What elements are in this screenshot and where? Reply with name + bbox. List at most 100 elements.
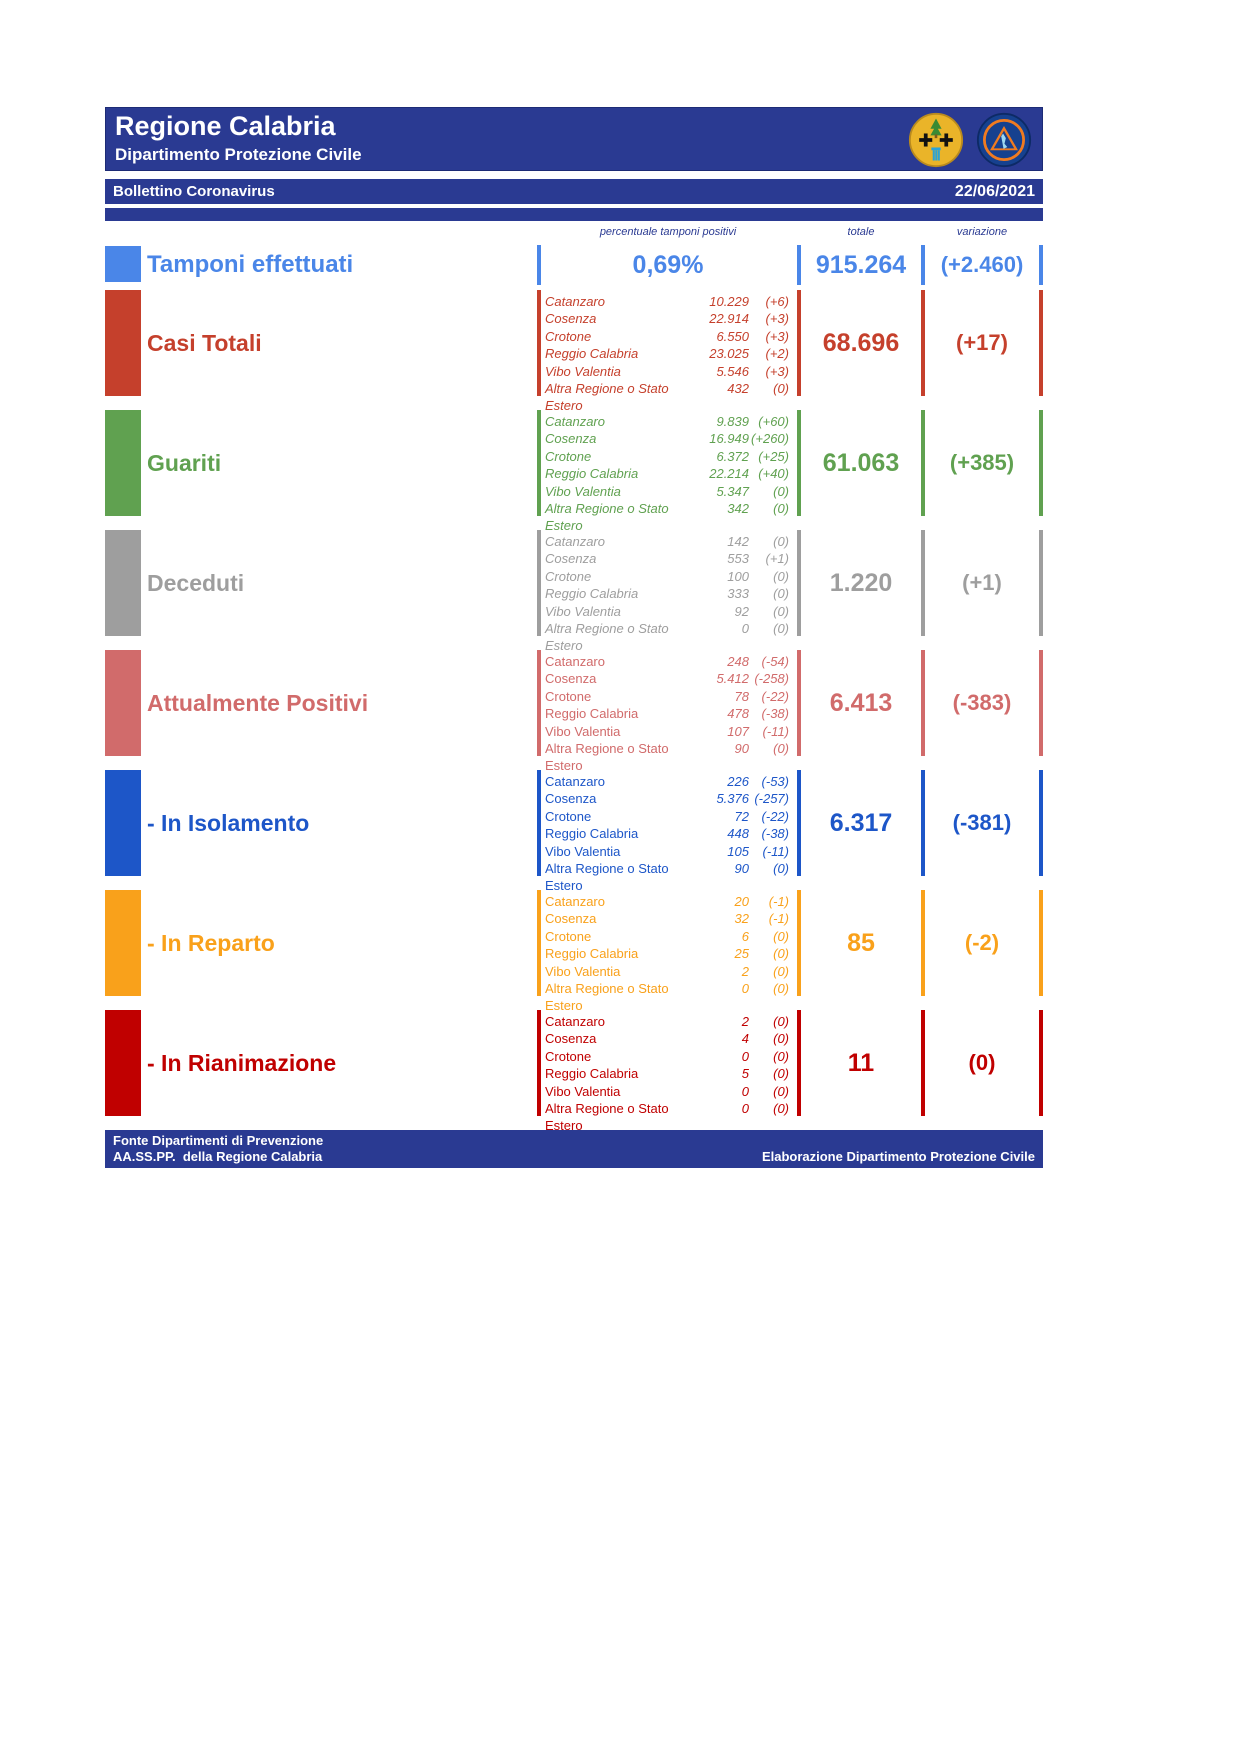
province-change: (+3) [765, 328, 789, 344]
province-name: Cosenza [545, 911, 597, 927]
province-name: Catanzaro [545, 414, 605, 429]
province-change: (+3) [765, 363, 789, 379]
province-row: Crotone 78 (-22) [545, 688, 795, 705]
province-value: 16.949 [709, 431, 749, 447]
province-change: (+60) [758, 414, 789, 429]
province-row: Altra Regione o Stato Estero 0 (0) [545, 980, 795, 1015]
section-total-value: 61.063 [822, 448, 900, 477]
section-variation-value: (-383) [952, 690, 1012, 715]
province-name: Cosenza [545, 311, 597, 327]
province-change: (0) [773, 981, 789, 997]
separator-bar [921, 245, 925, 285]
separator-bar [921, 650, 925, 756]
province-change: (-11) [762, 843, 789, 859]
separator-bar [1039, 1010, 1043, 1116]
tamponi-variation-value: (+2.460) [940, 252, 1024, 277]
province-row: Catanzaro 142 (0) [545, 533, 795, 550]
province-name: Vibo Valentia [545, 483, 621, 499]
province-row: Reggio Calabria 22.214 (+40) [545, 465, 795, 482]
province-change: (+40) [758, 466, 789, 482]
province-row: Vibo Valentia 0 (0) [545, 1083, 795, 1100]
divider-strip [105, 208, 1043, 221]
province-change: (+1) [765, 551, 789, 567]
section-total-value: 85 [847, 928, 875, 957]
province-change: (+2) [765, 346, 789, 362]
section-casi-totali: Casi Totali Catanzaro 10.229 (+6) Cosenza 22… [105, 290, 1043, 413]
separator-bar [797, 245, 801, 285]
province-change: (+260) [751, 431, 789, 447]
province-row: Catanzaro 20 (-1) [545, 893, 795, 910]
province-row: Altra Regione o Stato Estero 432 (0) [545, 380, 795, 415]
province-value: 6 [741, 928, 749, 944]
province-value: 2 [741, 1014, 749, 1029]
province-value: 90 [734, 741, 749, 757]
province-name: Cosenza [545, 1031, 597, 1047]
province-value: 333 [727, 586, 749, 602]
tamponi-total-value: 915.264 [815, 250, 907, 279]
province-value: 9.839 [716, 414, 749, 429]
province-name: Cosenza [545, 431, 597, 447]
province-value: 226 [727, 774, 749, 789]
province-value: 32 [734, 911, 749, 927]
section-variation-value: (-381) [952, 810, 1012, 835]
province-table: Catanzaro 248 (-54) Cosenza 5.412 (-258) Croto… [545, 653, 795, 775]
tamponi-percent-value: 0,69% [632, 250, 704, 279]
province-name: Altra Regione o Stato Estero [545, 861, 669, 894]
province-row: Cosenza 4 (0) [545, 1030, 795, 1047]
province-row: Reggio Calabria 23.025 (+2) [545, 345, 795, 362]
section-variation-value: (0) [968, 1050, 996, 1075]
province-name: Crotone [545, 568, 592, 584]
protezione-civile-logo [976, 112, 1032, 173]
province-name: Crotone [545, 928, 592, 944]
bulletin-title: Bollettino Coronavirus [113, 183, 275, 200]
column-header-variation: variazione [956, 226, 1008, 238]
province-table: Catanzaro 226 (-53) Cosenza 5.376 (-257) Croto… [545, 773, 795, 895]
province-row: Reggio Calabria 478 (-38) [545, 705, 795, 722]
province-change: (0) [773, 586, 789, 602]
province-row: Catanzaro 9.839 (+60) [545, 413, 795, 430]
province-value: 448 [727, 826, 749, 842]
province-row: Reggio Calabria 5 (0) [545, 1065, 795, 1082]
province-row: Vibo Valentia 2 (0) [545, 963, 795, 980]
province-row: Cosenza 16.949 (+260) [545, 430, 795, 447]
province-name: Reggio Calabria [545, 1066, 639, 1082]
color-swatch [105, 650, 141, 756]
row-label: Tamponi effettuati [147, 251, 354, 278]
province-row: Catanzaro 248 (-54) [545, 653, 795, 670]
province-value: 0 [741, 1048, 749, 1064]
province-name: Vibo Valentia [545, 1083, 621, 1099]
province-name: Reggio Calabria [545, 946, 639, 962]
province-name: Crotone [545, 448, 592, 464]
province-change: (-38) [761, 826, 789, 842]
separator-bar [797, 650, 801, 756]
section-total-value: 6.317 [829, 808, 893, 837]
province-row: Reggio Calabria 25 (0) [545, 945, 795, 962]
province-value: 342 [727, 501, 749, 517]
province-row: Reggio Calabria 333 (0) [545, 585, 795, 602]
section-in-rianimazione: - In Rianimazione Catanzaro 2 (0) Cosenza 4 (… [105, 1010, 1043, 1133]
separator-bar [1039, 890, 1043, 996]
province-change: (0) [773, 603, 789, 619]
province-value: 142 [727, 534, 749, 549]
separator-bar [537, 1010, 541, 1116]
province-row: Cosenza 32 (-1) [545, 910, 795, 927]
province-change: (0) [773, 621, 789, 637]
province-value: 432 [727, 381, 749, 397]
section-variation-value: (-2) [964, 930, 1000, 955]
section-in-reparto: - In Reparto Catanzaro 20 (-1) Cosenza 32 (-1… [105, 890, 1043, 1013]
page-subtitle: Dipartimento Protezione Civile [115, 145, 362, 164]
color-swatch [105, 770, 141, 876]
footer-source-line2: AA.SS.PP. della Regione Calabria [113, 1149, 323, 1164]
province-row: Catanzaro 2 (0) [545, 1013, 795, 1030]
province-row: Vibo Valentia 5.347 (0) [545, 483, 795, 500]
separator-bar [1039, 410, 1043, 516]
province-value: 20 [734, 894, 749, 909]
province-row: Catanzaro 10.229 (+6) [545, 293, 795, 310]
header: Regione Calabria Dipartimento Protezione… [105, 107, 1043, 171]
province-value: 5 [741, 1066, 749, 1082]
province-row: Crotone 6 (0) [545, 928, 795, 945]
bulletin-date: 22/06/2021 [954, 182, 1035, 200]
province-row: Catanzaro 226 (-53) [545, 773, 795, 790]
row-label: - In Reparto [147, 929, 275, 956]
